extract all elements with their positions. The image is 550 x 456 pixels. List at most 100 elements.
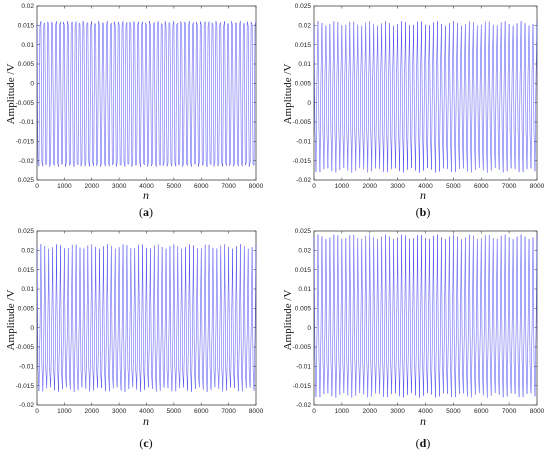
y-tick-label: 0 [307, 100, 311, 107]
x-tick-label: 6000 [474, 183, 489, 190]
panel-d: Amplitude /V 0.0250.020.0150.010.0050-0.… [282, 228, 545, 450]
y-tick-label: -0.01 [19, 364, 34, 371]
x-tick-label: 3000 [112, 408, 127, 415]
y-tick-label: -0.015 [16, 383, 35, 390]
caption-d: (d) [416, 436, 431, 450]
x-tick-label: 3000 [112, 183, 127, 190]
x-tick-label: 1000 [335, 408, 350, 415]
x-tick-label: 1000 [57, 408, 72, 415]
x-tick-label: 4000 [139, 408, 154, 415]
x-tick-label: 5000 [446, 408, 461, 415]
x-tick-label: 2000 [363, 408, 378, 415]
y-tick-label: -0.02 [19, 158, 34, 165]
x-tick-label: 5000 [446, 183, 461, 190]
panel-a-xlabel: n [143, 188, 149, 202]
panel-d-xlabel: n [420, 414, 426, 428]
y-tick-label: 0.01 [21, 42, 34, 49]
y-tick-label: -0.015 [293, 158, 312, 165]
x-tick-label: 8000 [249, 183, 264, 190]
y-tick-label: -0.015 [16, 139, 35, 146]
y-tick-label: 0.025 [295, 228, 312, 235]
panel-c-xlabel: n [143, 414, 149, 428]
x-tick-label: 6000 [474, 408, 489, 415]
x-tick-label: 2000 [363, 183, 378, 190]
y-tick-label: 0.02 [21, 3, 34, 10]
y-tick-label: -0.015 [293, 383, 312, 390]
y-tick-label: 0.015 [18, 267, 35, 274]
y-tick-label: -0.01 [296, 139, 311, 146]
y-tick-label: 0.005 [18, 306, 35, 313]
x-tick-label: 8000 [530, 183, 545, 190]
x-tick-label: 7000 [502, 408, 517, 415]
x-tick-label: 7000 [502, 183, 517, 190]
x-tick-label: 6000 [194, 408, 209, 415]
y-tick-label: 0 [307, 325, 311, 332]
panel-a-ylabel: Amplitude /V [5, 64, 17, 125]
x-tick-label: 6000 [194, 183, 209, 190]
x-tick-label: 5000 [167, 183, 182, 190]
x-tick-label: 0 [35, 408, 39, 415]
x-tick-label: 3000 [390, 408, 405, 415]
x-tick-label: 4000 [139, 183, 154, 190]
panel-b-signal-line [313, 20, 538, 173]
x-tick-label: 8000 [530, 408, 545, 415]
x-tick-label: 7000 [221, 183, 236, 190]
y-tick-label: 0.025 [295, 3, 312, 10]
x-tick-label: 1000 [57, 183, 72, 190]
y-tick-label: -0.02 [296, 177, 311, 184]
y-tick-label: 0.01 [298, 286, 311, 293]
y-tick-label: -0.005 [293, 344, 312, 351]
x-tick-label: 0 [35, 183, 39, 190]
panel-b-plot: 0.025 0.02 0.015 0.01 0.005 0 -0.005 -0.01 -0.01… [293, 3, 545, 190]
x-tick-label: 1000 [335, 183, 350, 190]
y-tick-label: 0.005 [295, 81, 312, 88]
x-tick-label: 8000 [249, 408, 264, 415]
y-tick-label: 0.005 [18, 61, 35, 68]
x-tick-label: 5000 [167, 408, 182, 415]
panel-c-ylabel: Amplitude /V [5, 290, 17, 351]
y-tick-label: 0.01 [21, 286, 34, 293]
panel-d-ylabel: Amplitude /V [282, 290, 294, 351]
x-tick-label: 4000 [418, 183, 433, 190]
panel-b: Amplitude /V 0.0250.020.0150.010.0050-0.… [282, 3, 545, 219]
panel-b-ylabel: Amplitude /V [282, 64, 294, 125]
panel-a-signal-line [36, 20, 257, 168]
caption-a: (a) [139, 205, 153, 219]
y-tick-label: 0.02 [298, 23, 311, 30]
panel-d-signal-line [313, 234, 538, 398]
panel-a-plot: 0.02 0.015 0.01 0.005 0 -0.005 -0.01 -0.015 -0.0… [16, 3, 264, 190]
panel-c: Amplitude /V 0.0250.020.0150.010.0050-0.… [5, 228, 264, 450]
y-tick-label: 0.025 [18, 177, 35, 184]
y-tick-label: 0.015 [295, 267, 312, 274]
y-tick-label: 0.025 [18, 228, 35, 235]
y-tick-label: -0.02 [19, 402, 34, 409]
panel-b-xlabel: n [420, 188, 426, 202]
y-tick-label: -0.02 [296, 402, 311, 409]
panel-c-signal-line [36, 243, 257, 393]
y-tick-label: -0.005 [16, 100, 35, 107]
caption-c: (c) [139, 436, 152, 450]
panel-a: Amplitude /V 0.02 0.015 0.01 0.005 0 -0.005 -0… [5, 3, 264, 219]
panel-c-plot: 0.025 0.02 0.015 0.01 0.005 0 -0.005 -0.01 -0.01… [16, 228, 264, 415]
x-tick-label: 2000 [85, 408, 100, 415]
x-tick-label: 7000 [221, 408, 236, 415]
y-tick-label: 0.02 [298, 248, 311, 255]
panel-d-plot: 0.025 0.02 0.015 0.01 0.005 0 -0.005 -0.01 -0.01… [293, 228, 545, 415]
y-tick-label: 0.01 [298, 61, 311, 68]
y-tick-label: -0.005 [293, 119, 312, 126]
y-tick-label: 0.015 [295, 42, 312, 49]
y-tick-label: -0.005 [16, 344, 35, 351]
y-tick-label: 0 [30, 325, 34, 332]
y-tick-label: 0 [30, 81, 34, 88]
y-tick-label: -0.01 [296, 364, 311, 371]
x-tick-label: 0 [312, 183, 316, 190]
x-tick-label: 4000 [418, 408, 433, 415]
x-tick-label: 2000 [85, 183, 100, 190]
y-tick-label: 0.02 [21, 248, 34, 255]
caption-b: (b) [416, 205, 431, 219]
y-tick-label: 0.015 [18, 23, 35, 30]
x-tick-label: 0 [312, 408, 316, 415]
y-tick-label: 0.005 [295, 306, 312, 313]
x-tick-label: 3000 [390, 183, 405, 190]
